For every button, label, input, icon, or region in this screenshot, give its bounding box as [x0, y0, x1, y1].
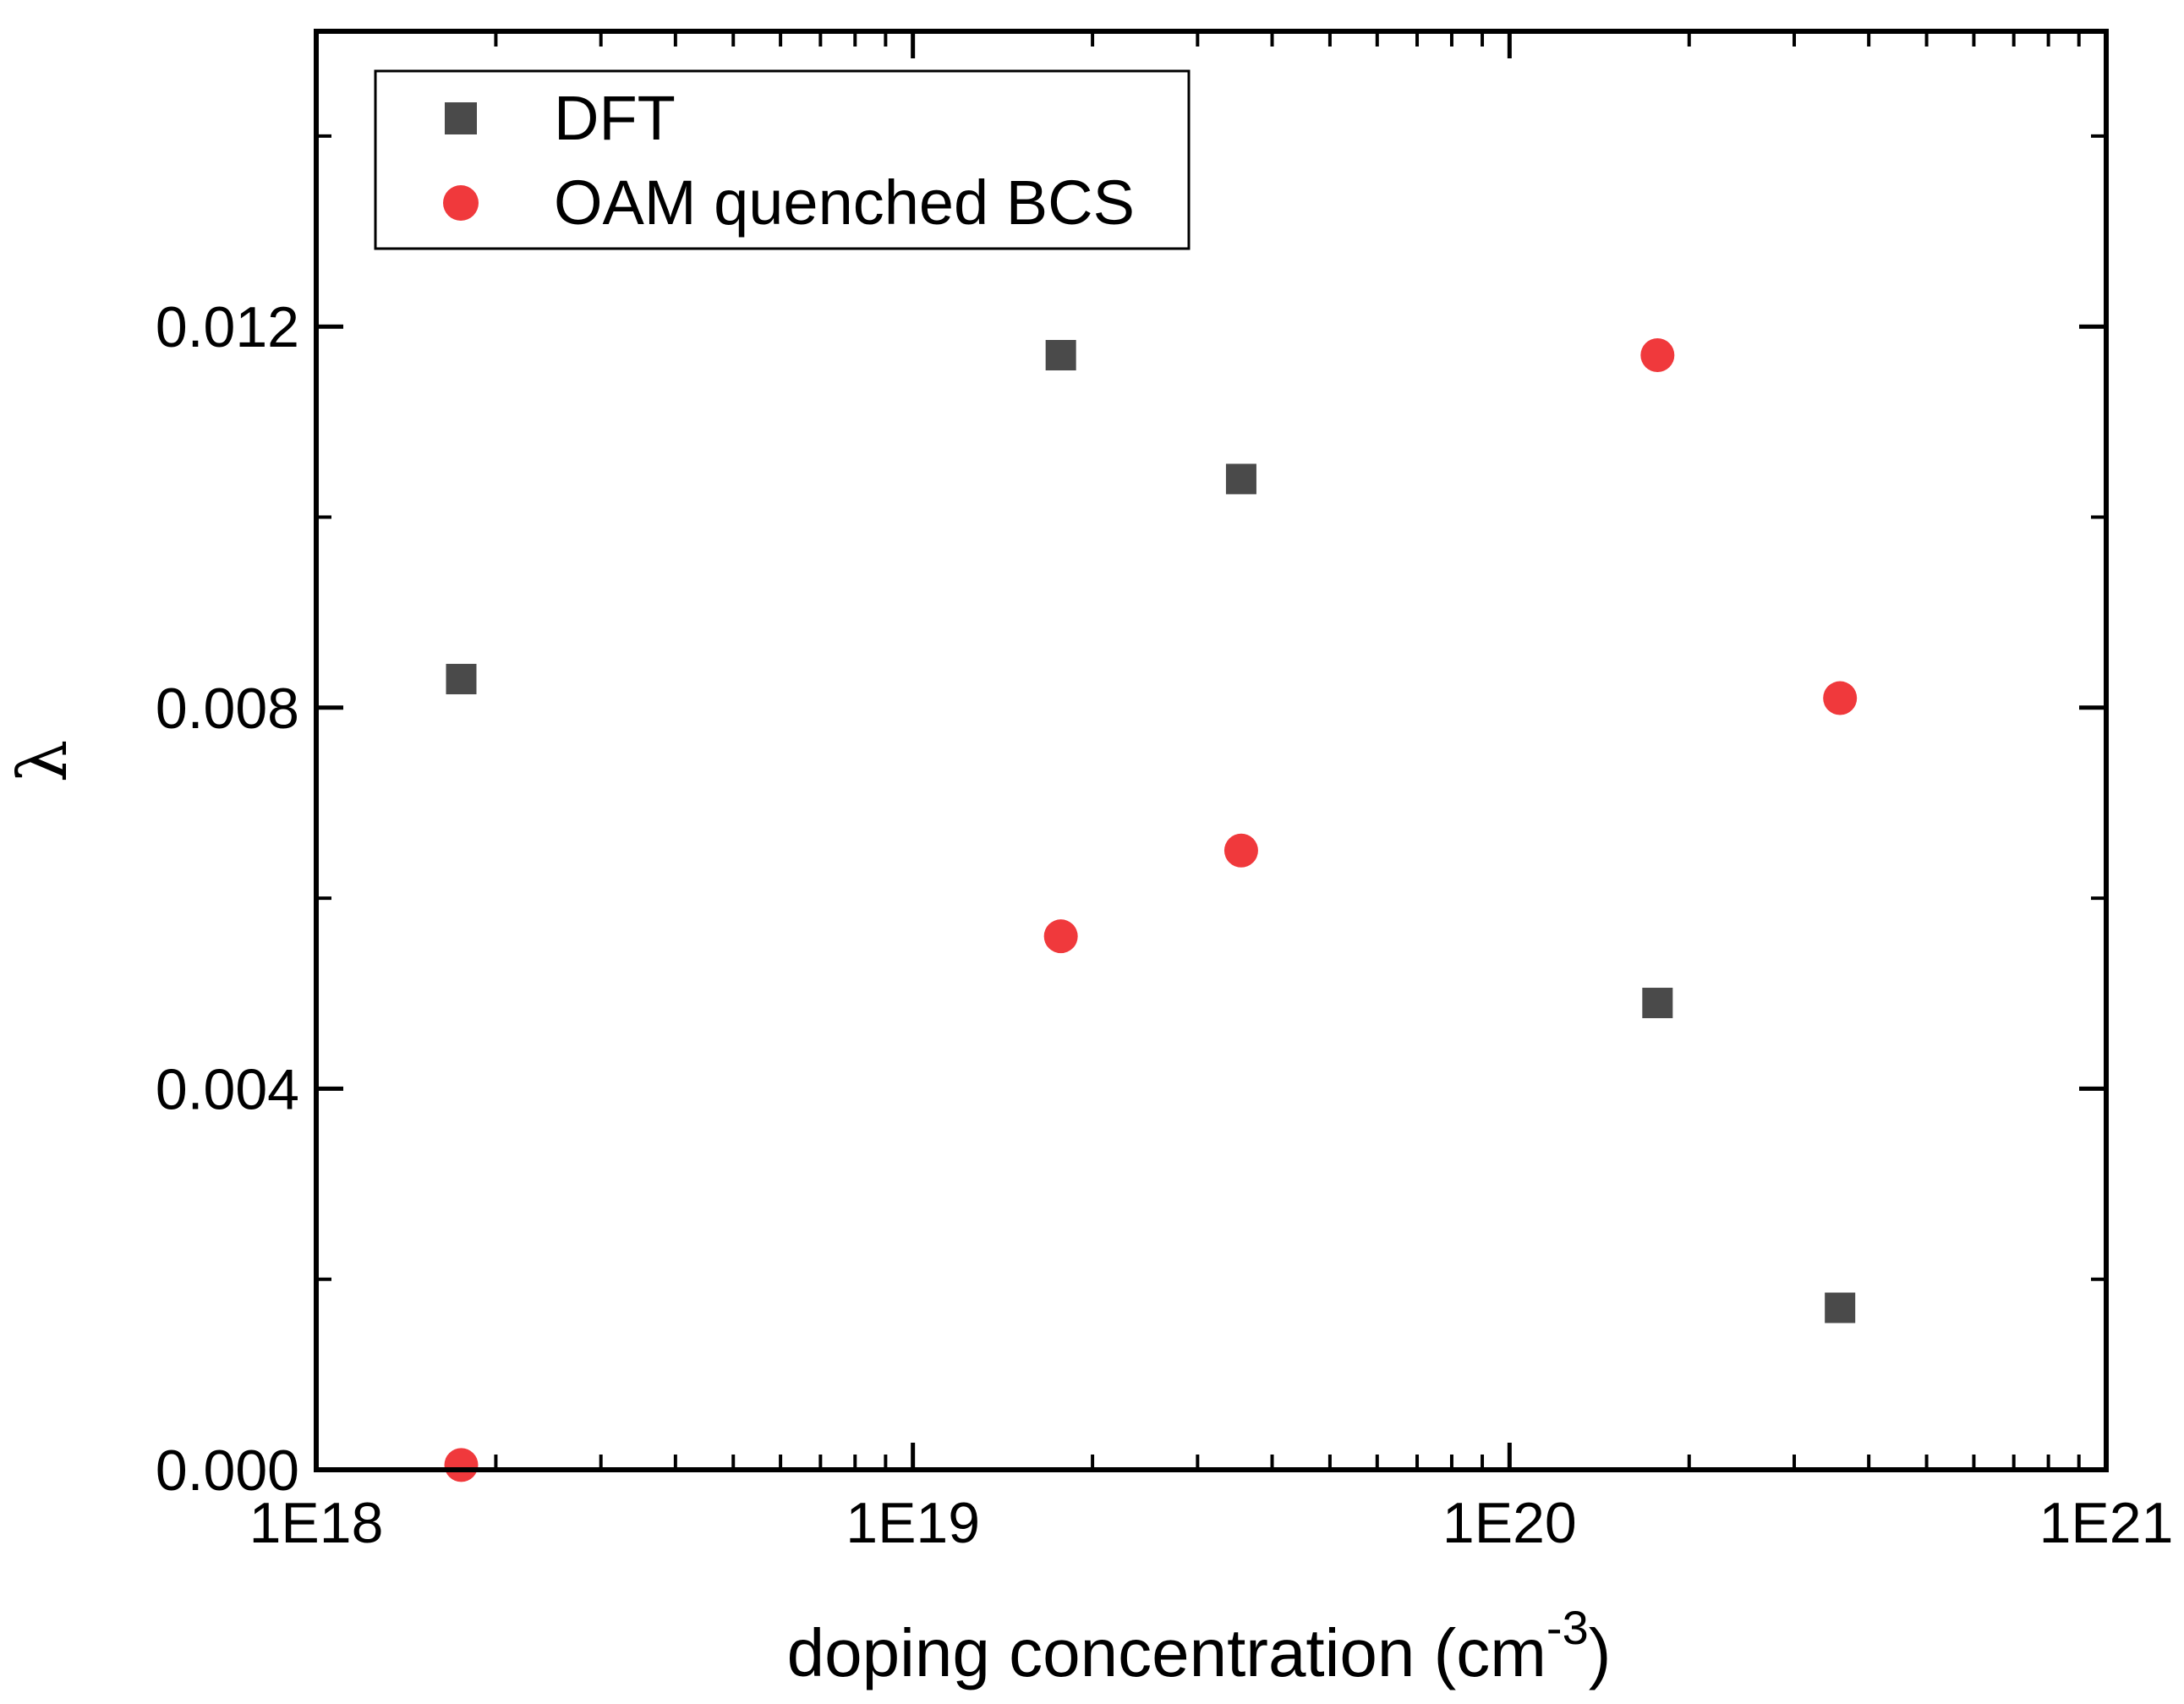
data-point-oam: [444, 1448, 479, 1482]
y-tick-label: 0.004: [156, 1057, 299, 1121]
data-point-dft: [1045, 340, 1076, 371]
legend-box: [374, 69, 1191, 250]
ticks-layer: 1E18 1E19 1E20 1E21 0.000 0.004 0.008 0.012: [156, 31, 2174, 1555]
y-axis-title: λ: [3, 740, 82, 783]
data-point-oam: [1640, 338, 1675, 373]
legend-label-oam: OAM quenched BCS: [554, 167, 1135, 238]
legend-marker-oam: [443, 185, 479, 221]
data-point-dft: [446, 664, 477, 695]
x-tick-label: 1E19: [846, 1491, 980, 1555]
data-point-oam: [1043, 919, 1078, 954]
plot-frame: [314, 29, 2109, 1472]
data-point-dft: [1825, 1292, 1856, 1323]
y-tick-label: 0.012: [156, 295, 299, 359]
y-tick-label: 0.008: [156, 677, 299, 741]
legend-label-dft: DFT: [554, 83, 676, 153]
data-point-dft: [1225, 463, 1256, 495]
marks-layer: [444, 338, 1858, 1482]
x-tick-label: 1E20: [1442, 1491, 1577, 1555]
x-axis-title: doping concentration (cm-3): [787, 1601, 1612, 1690]
x-tick-label: 1E18: [249, 1491, 384, 1555]
data-point-oam: [1823, 681, 1858, 715]
data-point-dft: [1642, 988, 1673, 1019]
data-point-oam: [1223, 833, 1258, 868]
legend-marker-dft: [445, 102, 477, 134]
legend: DFT OAM quenched BCS: [374, 69, 1191, 250]
x-tick-label: 1E21: [2039, 1491, 2174, 1555]
y-tick-label: 0.000: [156, 1438, 299, 1503]
